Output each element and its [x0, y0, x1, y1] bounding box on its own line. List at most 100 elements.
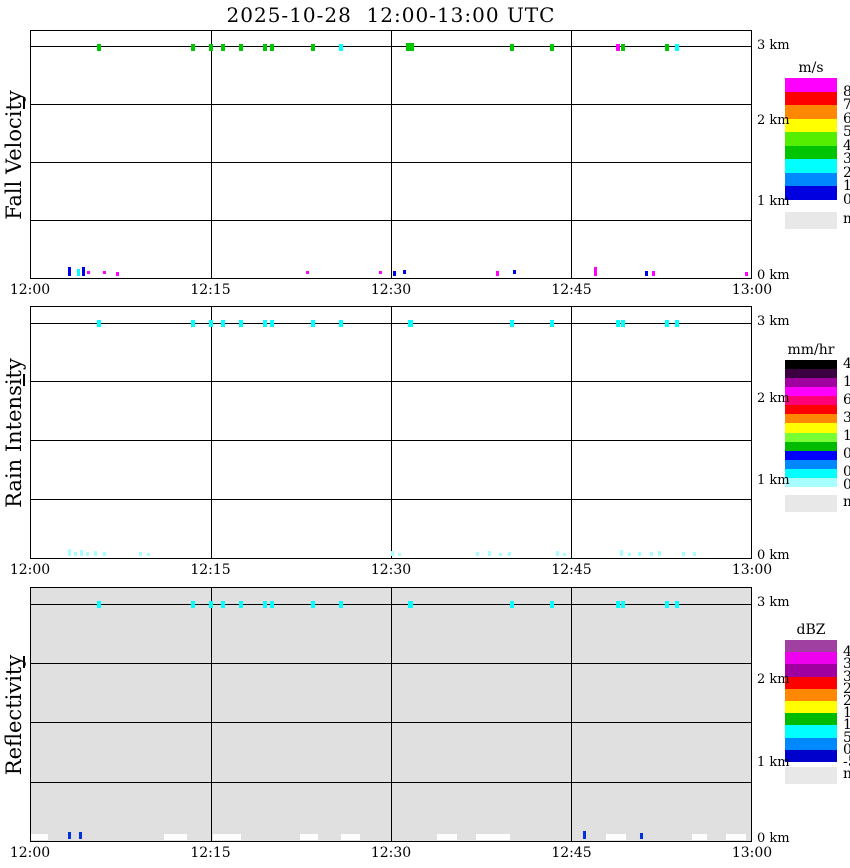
fall-velocity-axis-label-wrap: Fall Velocity	[0, 30, 28, 279]
data-mark	[619, 550, 623, 556]
data-mark	[406, 43, 415, 52]
data-mark	[674, 601, 679, 609]
legend-swatch	[785, 105, 837, 119]
data-mark	[637, 552, 641, 556]
no-echo-patch	[476, 834, 510, 840]
data-mark	[549, 601, 554, 609]
grid-vline	[211, 588, 212, 841]
data-mark	[498, 553, 502, 556]
data-mark	[262, 601, 267, 609]
data-mark	[744, 272, 748, 276]
data-mark	[82, 267, 86, 276]
data-mark	[693, 552, 697, 556]
legend-swatch	[785, 432, 837, 443]
legend-swatch	[785, 640, 837, 653]
data-mark	[102, 271, 106, 274]
y-axis-tick	[23, 97, 25, 110]
data-mark	[593, 267, 597, 276]
data-mark	[102, 552, 106, 556]
height-tick-label: 0 km	[757, 831, 790, 847]
data-mark	[311, 601, 315, 609]
time-tick-label: 12:45	[551, 845, 592, 861]
grid-vline	[211, 307, 212, 558]
data-mark	[510, 601, 515, 609]
time-tick-label: 12:30	[370, 282, 412, 298]
data-mark	[191, 43, 195, 51]
legend-swatch	[785, 118, 837, 133]
data-mark	[674, 320, 679, 328]
legend-swatch	[785, 132, 837, 146]
legend-swatch	[785, 749, 837, 763]
legend-value-label: 6.0	[843, 391, 850, 408]
legend-swatch	[785, 450, 837, 461]
legend-value-label: 0.1	[843, 464, 850, 481]
data-mark	[220, 601, 225, 609]
legend-value-label: 1.0	[843, 178, 850, 194]
data-mark	[78, 832, 82, 839]
data-mark	[628, 553, 632, 556]
legend-swatch	[785, 387, 837, 397]
height-tick-label: 2 km	[757, 113, 790, 129]
legend-value-label: 1.5	[843, 428, 850, 445]
data-mark	[94, 551, 98, 556]
no-echo-patch	[340, 834, 360, 840]
legend-value-label: 5.0	[843, 124, 850, 140]
data-mark	[97, 601, 102, 609]
data-mark	[563, 553, 567, 556]
reflectivity-axis-label: Reflectivity	[2, 654, 26, 775]
legend-swatch	[785, 172, 837, 187]
data-mark	[378, 271, 382, 274]
legend-swatch	[785, 459, 837, 470]
time-tick-label: 12:00	[9, 562, 51, 578]
data-mark	[407, 601, 413, 609]
legend-miss-label: miss	[843, 210, 850, 227]
time-tick-label: 12:45	[551, 282, 592, 298]
data-mark	[67, 267, 71, 276]
legend-swatch	[785, 737, 837, 751]
data-mark	[338, 320, 343, 328]
legend-swatch	[785, 145, 837, 160]
legend-swatch	[785, 664, 837, 678]
fall-velocity-legend-title: m/s	[798, 60, 824, 76]
height-tick-label: 0 km	[757, 548, 790, 564]
height-tick-label: 3 km	[757, 595, 790, 611]
data-mark	[220, 43, 225, 51]
data-mark	[615, 320, 620, 328]
data-mark	[665, 320, 669, 328]
data-mark	[665, 43, 669, 51]
legend-miss-label: miss	[843, 493, 850, 510]
data-mark	[67, 832, 71, 839]
legend-swatch	[785, 186, 837, 200]
grid-vline	[571, 588, 572, 841]
height-tick-label: 1 km	[757, 194, 790, 210]
rain-intensity-legend-title: mm/hr	[787, 342, 835, 358]
legend-swatch	[785, 91, 837, 106]
data-mark	[407, 320, 413, 328]
legend-swatch	[785, 423, 837, 434]
legend-value-label: 7.0	[843, 97, 850, 113]
legend-value-label: 3.0	[843, 151, 850, 167]
legend-swatch	[785, 405, 837, 415]
data-mark	[305, 271, 309, 274]
time-tick-label: 12:15	[190, 845, 231, 861]
legend-value-label: 48.0	[843, 355, 850, 372]
data-mark	[549, 43, 554, 51]
y-axis-tick	[23, 374, 25, 387]
reflectivity-axis-label-wrap: Reflectivity	[0, 587, 28, 842]
data-mark	[645, 271, 649, 276]
time-tick-label: 12:30	[370, 562, 412, 578]
rain-intensity-axis-label-wrap: Rain Intensity	[0, 306, 28, 559]
data-mark	[338, 601, 343, 609]
legend-swatch	[785, 468, 837, 479]
no-echo-patch	[692, 834, 707, 840]
legend-swatch	[785, 441, 837, 452]
data-mark	[239, 43, 243, 51]
data-mark	[649, 552, 653, 556]
data-mark	[615, 43, 620, 51]
legend-value-label: 0.0	[843, 741, 850, 758]
data-mark	[270, 43, 275, 51]
legend-swatch	[785, 701, 837, 714]
grid-vline	[391, 307, 392, 558]
legend-value-label: 0.0	[843, 477, 850, 494]
data-mark	[338, 43, 343, 51]
